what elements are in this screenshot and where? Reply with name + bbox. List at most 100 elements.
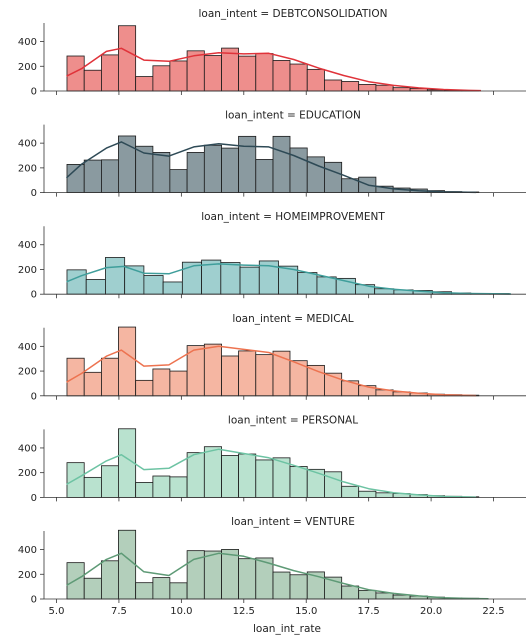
y-tick-label: 200 — [18, 468, 37, 479]
histogram-bar — [290, 64, 307, 91]
histogram-bar — [222, 549, 239, 599]
histogram-bar — [187, 152, 204, 192]
histogram-bar — [273, 60, 290, 91]
panel-title: loan_intent = PERSONAL — [228, 414, 358, 426]
histogram-bar — [307, 69, 324, 91]
y-tick-label: 0 — [31, 391, 37, 402]
histogram-bar — [376, 593, 393, 599]
histogram-bar — [187, 453, 204, 498]
histogram-bar — [101, 55, 118, 91]
histogram-bar — [101, 358, 118, 396]
histogram-bar — [239, 56, 256, 91]
histogram-bar — [204, 344, 221, 396]
histogram-bar — [222, 455, 239, 497]
panel-title: loan_intent = EDUCATION — [225, 110, 361, 122]
x-tick-label: 10.0 — [170, 606, 192, 617]
histogram-bar — [393, 88, 410, 91]
histogram-bar — [84, 70, 101, 91]
histogram-bar — [101, 160, 118, 193]
y-tick-label: 200 — [18, 163, 37, 174]
histogram-bar — [136, 583, 153, 599]
y-tick-label: 400 — [18, 342, 37, 353]
histogram-bar — [118, 327, 135, 396]
histogram-bar — [222, 48, 239, 91]
histogram-bar — [256, 355, 273, 396]
histogram-bar — [101, 466, 118, 498]
x-tick-label: 7.5 — [111, 606, 127, 617]
panel-title: loan_intent = HOMEIMPROVEMENT — [201, 211, 385, 223]
histogram-bar — [67, 270, 86, 294]
histogram-bar — [86, 279, 105, 294]
y-tick-label: 400 — [18, 37, 37, 48]
panel-title: loan_intent = MEDICAL — [232, 313, 353, 325]
histogram-bar — [290, 575, 307, 599]
histogram-bar — [170, 477, 187, 498]
histogram-bar — [84, 160, 101, 193]
panel-4: loan_intent = PERSONAL 0 200 400 — [18, 414, 526, 504]
histogram-bar — [153, 476, 170, 497]
x-tick-label: 20.0 — [420, 606, 442, 617]
histogram-bar — [239, 559, 256, 599]
histogram-bar — [317, 277, 336, 294]
histogram-bar — [84, 578, 101, 599]
y-tick-label: 200 — [18, 570, 37, 581]
histogram-bar — [239, 351, 256, 396]
panel-3: loan_intent = MEDICAL 0 200 400 — [18, 313, 526, 403]
y-tick-label: 400 — [18, 240, 37, 251]
histogram-bar — [240, 267, 259, 294]
histogram-bar — [273, 136, 290, 192]
y-tick-label: 400 — [18, 545, 37, 556]
histogram-bar — [342, 586, 359, 599]
y-tick-label: 200 — [18, 265, 37, 276]
histogram-bar — [153, 66, 170, 91]
y-tick-label: 0 — [31, 188, 37, 199]
histogram-bar — [239, 454, 256, 497]
x-tick-label: 5.0 — [49, 606, 65, 617]
histogram-bar — [153, 578, 170, 599]
histogram-bar — [307, 469, 324, 497]
x-tick-label: 15.0 — [295, 606, 317, 617]
x-tick-label: 12.5 — [233, 606, 255, 617]
histogram-bar — [136, 77, 153, 91]
histogram-bar — [105, 257, 124, 294]
histogram-bar — [204, 447, 221, 498]
histogram-bar — [163, 282, 182, 294]
histogram-bar — [290, 466, 307, 497]
histogram-bar — [221, 263, 240, 295]
histogram-bar — [359, 491, 376, 497]
histogram-bar — [256, 460, 273, 497]
y-tick-label: 400 — [18, 139, 37, 150]
histogram-bar — [170, 61, 187, 91]
histogram-bar — [136, 380, 153, 395]
histogram-bar — [170, 170, 187, 193]
histogram-bar — [359, 84, 376, 91]
x-axis-label: loan_int_rate — [253, 623, 321, 635]
histogram-bar — [256, 54, 273, 91]
histogram-bar — [324, 162, 341, 192]
histogram-bar — [153, 369, 170, 396]
histogram-bar — [204, 145, 221, 192]
histogram-bar — [342, 81, 359, 91]
histogram-bar — [256, 159, 273, 192]
histogram-bar — [376, 493, 393, 498]
histogram-bar — [170, 583, 187, 599]
y-tick-label: 0 — [31, 595, 37, 606]
histogram-bar — [84, 477, 101, 497]
y-tick-label: 0 — [31, 87, 37, 98]
x-tick-label: 22.5 — [482, 606, 504, 617]
histogram-bar — [298, 273, 317, 295]
y-tick-label: 400 — [18, 443, 37, 454]
histogram-bar — [118, 530, 135, 599]
histogram-bar — [67, 56, 84, 91]
histogram-bar — [204, 56, 221, 91]
histogram-bar — [118, 26, 135, 91]
y-tick-label: 200 — [18, 367, 37, 378]
histogram-bar — [153, 152, 170, 192]
histogram-bar — [222, 148, 239, 193]
y-tick-label: 0 — [31, 493, 37, 504]
